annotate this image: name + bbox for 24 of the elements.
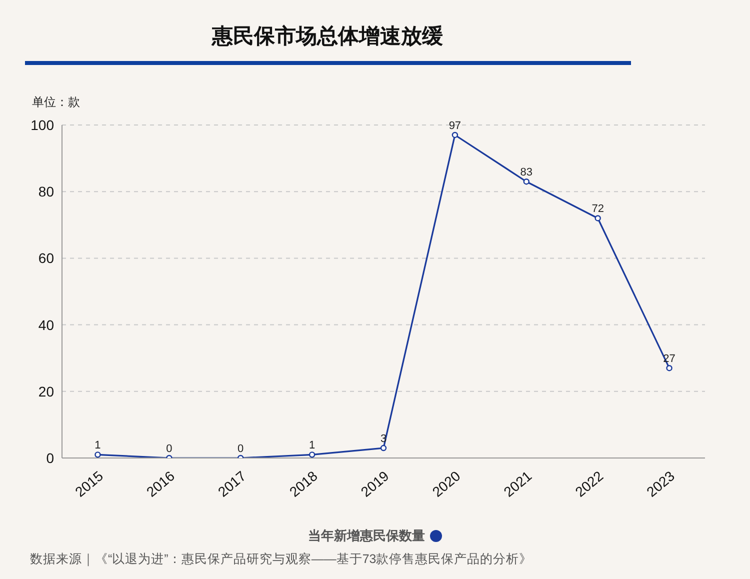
- source-note: 数据来源｜《“以退为进”：惠民保产品研究与观察——基于73款停售惠民保产品的分析》: [30, 551, 532, 568]
- point: [523, 178, 530, 185]
- y-tick-label: 80: [38, 184, 54, 200]
- data-label: 83: [520, 166, 533, 179]
- chart-title: 惠民保市场总体增速放缓: [210, 24, 444, 50]
- point: [666, 364, 672, 372]
- legend-label: 当年新增惠民保数量: [308, 527, 425, 545]
- point: [308, 452, 316, 458]
- y-axis-title: 单位：款: [32, 94, 80, 111]
- y-tick-label: 100: [30, 116, 54, 133]
- point: [380, 444, 387, 452]
- y-tick-label: 0: [46, 450, 54, 466]
- data-label: 1: [308, 440, 316, 452]
- point: [452, 132, 458, 138]
- point: [94, 452, 101, 458]
- data-label: 0: [238, 443, 244, 455]
- y-tick-label: 60: [38, 250, 54, 266]
- y-tick-label: 20: [38, 383, 54, 400]
- data-label: 97: [448, 120, 462, 132]
- point: [594, 215, 601, 222]
- data-label: 1: [94, 440, 101, 452]
- data-label: 72: [592, 203, 604, 216]
- y-tick-label: 40: [38, 316, 54, 333]
- data-label: 0: [166, 443, 172, 455]
